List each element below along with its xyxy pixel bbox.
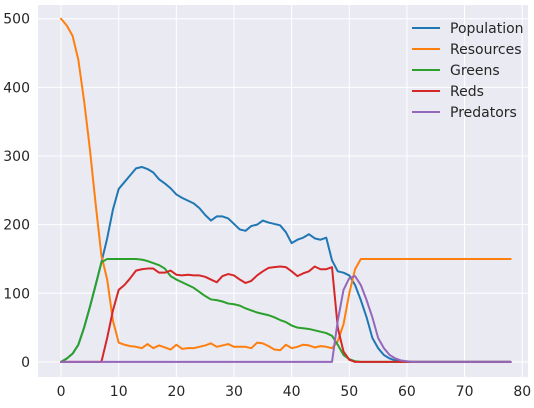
legend-label-reds: Reds: [450, 84, 484, 100]
x-tick-label: 70: [456, 384, 474, 400]
x-tick-label: 40: [283, 384, 301, 400]
y-axis-ticks: 0 100 200 300 400 500: [3, 12, 30, 371]
series-layer: [60, 17, 512, 363]
x-tick-label: 80: [513, 384, 531, 400]
legend-label-resources: Resources: [450, 42, 522, 58]
plot-background: [38, 5, 528, 377]
series-line-predators: [60, 275, 512, 363]
x-tick-label: 30: [225, 384, 243, 400]
y-tick-label: 200: [3, 218, 30, 234]
x-tick-label: 0: [57, 384, 66, 400]
y-tick-label: 500: [3, 12, 30, 28]
x-axis-ticks: 0 10 20 30 40 50 60 70 80: [57, 384, 532, 400]
x-tick-label: 60: [398, 384, 416, 400]
legend-label-predators: Predators: [450, 105, 517, 121]
x-tick-label: 20: [167, 384, 185, 400]
x-tick-label: 10: [110, 384, 128, 400]
series-line-resources: [60, 17, 512, 352]
x-tick-label: 50: [340, 384, 358, 400]
y-tick-label: 300: [3, 149, 30, 165]
legend-label-population: Population: [450, 21, 524, 37]
legend: Population Resources Greens Reds Predators: [412, 21, 524, 121]
y-tick-label: 400: [3, 80, 30, 96]
y-tick-label: 100: [3, 286, 30, 302]
legend-label-greens: Greens: [450, 63, 500, 79]
y-tick-label: 0: [21, 355, 30, 371]
